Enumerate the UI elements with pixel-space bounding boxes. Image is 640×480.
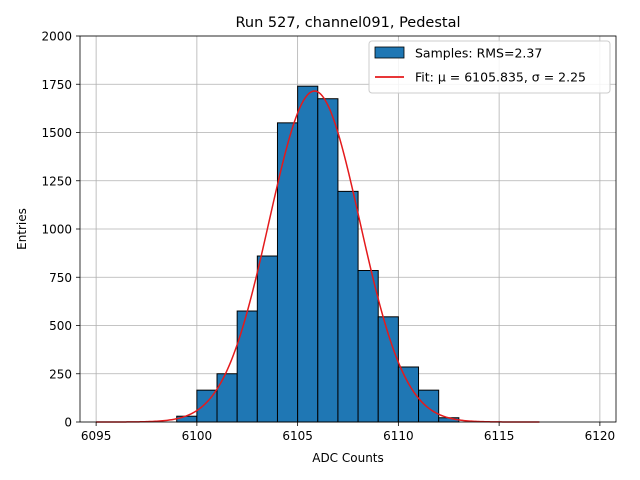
y-tick-label: 750 — [49, 271, 72, 285]
y-tick-label: 1000 — [41, 223, 72, 237]
legend-box — [368, 40, 611, 94]
fit-curve — [96, 90, 540, 423]
y-tick-label: 1750 — [41, 78, 72, 92]
legend-histogram-patch — [374, 46, 405, 59]
legend-fit-label: Fit: μ = 6105.835, σ = 2.25 — [415, 70, 586, 85]
histogram-bar — [297, 85, 319, 423]
y-tick-label: 1500 — [41, 126, 72, 140]
y-tick-label: 0 — [64, 416, 72, 430]
y-axis-label: Entries — [15, 208, 29, 250]
histogram-bar — [176, 415, 198, 423]
histogram-bar — [196, 389, 218, 423]
histogram-bar — [216, 373, 238, 423]
histogram-bar — [276, 122, 299, 423]
x-axis-ticks: 6095 6100 6105 6110 6115 6120 — [81, 422, 615, 443]
legend: Samples: RMS=2.37 Fit: μ = 6105.835, σ =… — [368, 40, 611, 94]
legend-histogram-label: Samples: RMS=2.37 — [415, 46, 542, 61]
x-tick-label: 6120 — [585, 429, 616, 443]
x-tick-label: 6095 — [81, 429, 112, 443]
histogram-bar — [418, 389, 440, 423]
histogram-bar — [317, 98, 339, 423]
x-axis-label: ADC Counts — [312, 451, 384, 465]
y-tick-label: 2000 — [41, 30, 72, 44]
y-tick-label: 250 — [49, 367, 72, 381]
histogram-bar — [256, 255, 278, 423]
y-axis-ticks: 0 250 500 750 1000 1250 1500 1750 2000 — [41, 30, 80, 430]
y-tick-label: 1250 — [41, 174, 72, 188]
histogram-bar — [337, 190, 359, 423]
x-tick-label: 6105 — [282, 429, 313, 443]
x-tick-label: 6115 — [484, 429, 515, 443]
chart-title: Run 527, channel091, Pedestal — [235, 15, 460, 31]
histogram-bar — [236, 310, 258, 423]
histogram-bars — [176, 85, 460, 423]
x-tick-label: 6100 — [182, 429, 213, 443]
y-tick-label: 500 — [49, 319, 72, 333]
histogram-bar — [357, 269, 379, 423]
x-tick-label: 6110 — [383, 429, 414, 443]
